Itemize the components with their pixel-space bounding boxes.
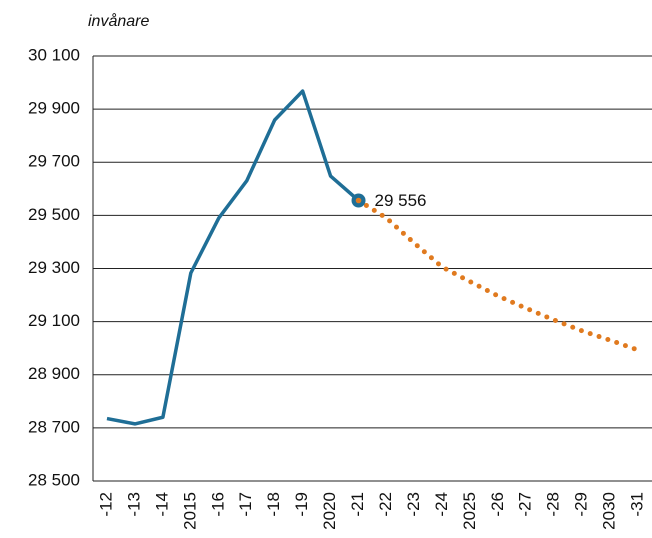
x-tick-label: -12 [96, 492, 115, 517]
x-tick-label: -29 [572, 492, 591, 517]
x-tick-label: -28 [544, 492, 563, 517]
x-tick-label: -24 [432, 492, 451, 517]
x-tick-label: 2015 [180, 492, 199, 530]
x-tick-label: -31 [628, 492, 647, 517]
x-tick-label: 2030 [600, 492, 619, 530]
line-series [106, 89, 360, 426]
x-tick-label: -21 [348, 492, 367, 517]
x-tick-label: -27 [516, 492, 535, 517]
data-label: 29 556 [375, 191, 427, 210]
point-marker-center [355, 197, 362, 204]
line-series [356, 198, 641, 353]
x-tick-label: -22 [376, 492, 395, 517]
y-axis-label: invånare [88, 12, 149, 30]
y-tick-label: 28 900 [28, 364, 80, 383]
x-tick-label: -13 [124, 492, 143, 517]
y-tick-label: 30 100 [28, 45, 80, 64]
x-tick-label: -19 [292, 492, 311, 517]
y-tick-label: 29 700 [28, 152, 80, 171]
x-tick-label: -16 [208, 492, 227, 517]
x-tick-label: 2020 [320, 492, 339, 530]
y-tick-label: 29 100 [28, 311, 80, 330]
y-tick-label: 29 500 [28, 205, 80, 224]
y-tick-label: 28 500 [28, 470, 80, 489]
y-tick-label: 29 900 [28, 99, 80, 118]
y-tick-label: 28 700 [28, 417, 80, 436]
y-tick-label: 29 300 [28, 258, 80, 277]
x-tick-label: 2025 [460, 492, 479, 530]
x-tick-label: -26 [488, 492, 507, 517]
x-tick-label: -14 [152, 492, 171, 517]
x-tick-label: -17 [236, 492, 255, 517]
x-tick-label: -23 [404, 492, 423, 517]
x-tick-label: -18 [264, 492, 283, 517]
